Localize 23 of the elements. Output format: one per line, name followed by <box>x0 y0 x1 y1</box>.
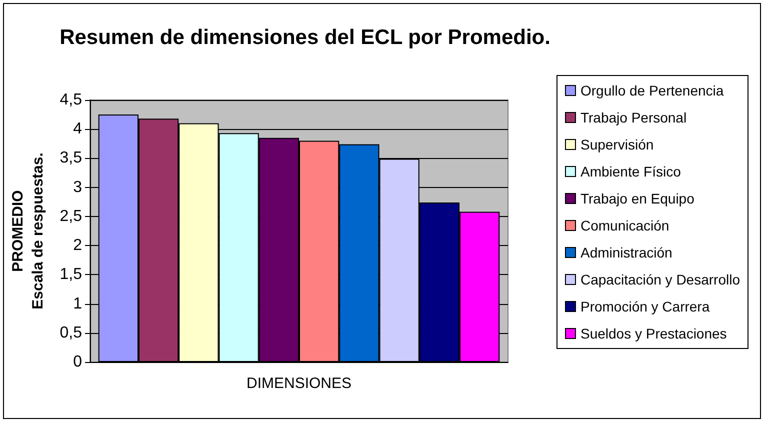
legend-label: Sueldos y Prestaciones <box>580 326 727 342</box>
legend-label: Capacitación y Desarrollo <box>580 272 740 288</box>
y-tick-label: 3,5 <box>60 150 82 167</box>
legend-label: Supervisión <box>580 136 654 152</box>
legend-label: Comunicación <box>580 218 670 234</box>
legend-label: Ambiente Físico <box>580 164 682 180</box>
y-tick-label: 0 <box>73 354 82 370</box>
y-tick-label: 2,5 <box>60 208 82 225</box>
y-tick-label: 1 <box>73 295 82 312</box>
y-tick-label: 1,5 <box>60 266 82 284</box>
legend-label: Trabajo en Equipo <box>580 190 695 206</box>
y-tick-label: 4 <box>73 120 82 138</box>
legend-label: Trabajo Personal <box>580 110 687 126</box>
y-axis-title: PROMEDIO Escala de respuestas. <box>10 152 46 310</box>
legend-label: Orgullo de Pertenencia <box>580 82 724 98</box>
y-tick-label: 3 <box>73 178 82 196</box>
y-tick-label: 0,5 <box>60 324 82 342</box>
legend-label: Promoción y Carrera <box>580 298 710 314</box>
y-tick-label: 2 <box>73 237 82 254</box>
y-tick-label: 4,5 <box>60 92 82 108</box>
legend-label: Administración <box>580 244 672 260</box>
x-axis-title: DIMENSIONES <box>246 375 352 392</box>
chart-title: Resumen de dimensiones del ECL por Promedio. <box>60 26 550 49</box>
